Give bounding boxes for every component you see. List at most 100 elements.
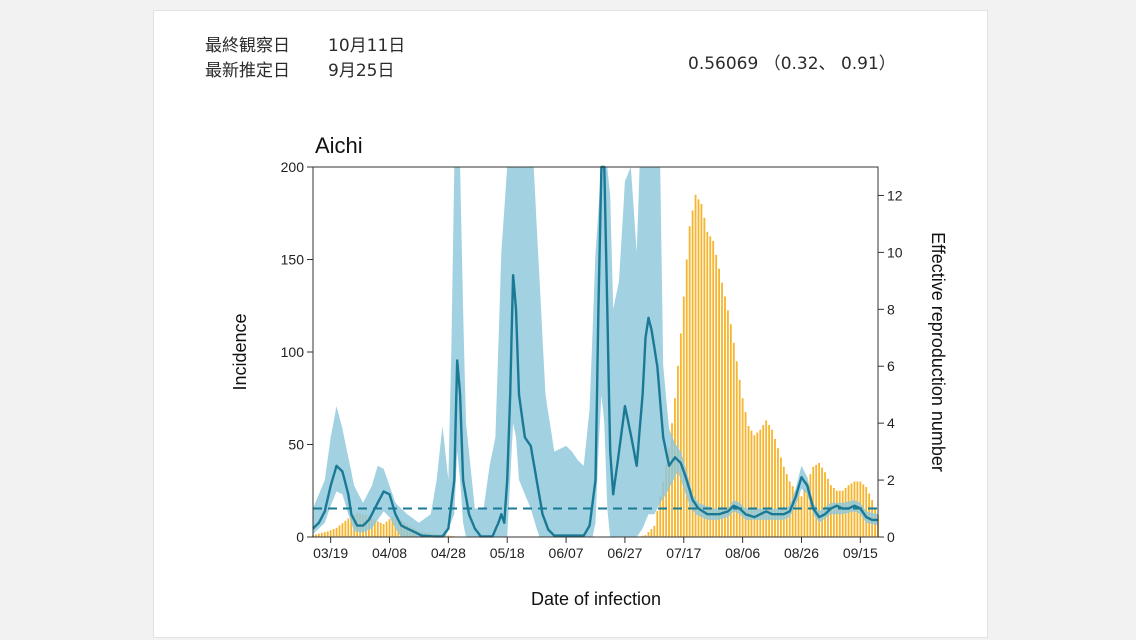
- incidence-bar: [332, 528, 335, 537]
- incidence-bar: [750, 430, 753, 537]
- incidence-bar: [691, 210, 694, 537]
- latest-estimate-label: 最新推定日: [205, 61, 290, 81]
- y-tick-label: 0: [296, 529, 304, 545]
- incidence-bar: [777, 448, 779, 537]
- y2-axis-title: Effective reproduction number: [928, 232, 948, 472]
- incidence-bar: [741, 398, 744, 537]
- incidence-bar: [815, 464, 818, 537]
- x-tick-label: 09/15: [843, 545, 878, 561]
- incidence-bar: [729, 324, 732, 537]
- incidence-bar: [644, 535, 647, 537]
- incidence-bar: [765, 420, 768, 537]
- incidence-bar: [315, 534, 317, 537]
- incidence-bar: [762, 425, 765, 537]
- incidence-bar: [824, 472, 826, 537]
- x-tick-label: 06/27: [607, 545, 642, 561]
- incidence-bar: [650, 528, 653, 537]
- incidence-bar: [688, 226, 691, 537]
- r-line: [312, 165, 878, 538]
- incidence-bar: [806, 481, 809, 537]
- incidence-bar: [391, 516, 394, 537]
- incidence-bar: [706, 231, 709, 537]
- incidence-bar: [753, 435, 756, 537]
- incidence-bar: [682, 296, 685, 537]
- incidence-bar: [329, 530, 332, 537]
- incidence-bar: [818, 463, 821, 537]
- last-observation-value: 10月11日: [328, 36, 406, 56]
- incidence-bar: [759, 429, 762, 537]
- incidence-bar: [679, 333, 682, 537]
- x-axis-ticks: 03/19 04/08 04/28 05/18 06/07 06/27 07/17 08/06…: [313, 537, 878, 561]
- x-tick-label: 06/07: [549, 545, 584, 561]
- incidence-bar: [656, 511, 659, 537]
- incidence-bar: [665, 464, 668, 537]
- incidence-bar: [320, 532, 323, 537]
- incidence-bar: [447, 535, 450, 537]
- r-line-group: [312, 165, 878, 538]
- y2-tick-label: 4: [887, 415, 895, 431]
- incidence-bar: [385, 521, 388, 537]
- y2-tick-label: 12: [887, 187, 903, 203]
- incidence-bar: [653, 525, 656, 537]
- incidence-bar: [797, 493, 800, 537]
- incidence-bar: [785, 474, 788, 537]
- incidence-bar: [703, 217, 706, 537]
- incidence-bar: [747, 426, 750, 537]
- incidence-bar: [809, 474, 812, 537]
- incidence-bar: [779, 457, 782, 537]
- incidence-bar: [735, 361, 738, 537]
- incidence-bar: [668, 448, 670, 537]
- incidence-bar: [724, 296, 726, 537]
- incidence-bar: [791, 486, 794, 537]
- latest-estimate-value: 9月25日: [328, 61, 395, 81]
- incidence-bar: [732, 342, 735, 537]
- incidence-bar: [647, 532, 650, 537]
- incidence-bar: [338, 525, 341, 537]
- x-tick-label: 05/18: [490, 545, 525, 561]
- incidence-bar: [350, 516, 353, 537]
- incidence-bar: [373, 520, 376, 537]
- incidence-bar: [744, 412, 747, 537]
- y2-tick-label: 0: [887, 529, 895, 545]
- incidence-bar: [388, 519, 391, 537]
- incidence-bar: [794, 490, 797, 537]
- y2-tick-label: 10: [887, 244, 903, 260]
- y-tick-label: 200: [281, 159, 305, 175]
- incidence-bar: [323, 532, 326, 537]
- incidence-bar: [659, 496, 662, 537]
- incidence-bar: [718, 268, 721, 537]
- r-estimate-text: 0.56069 （0.32、 0.91）: [688, 54, 896, 74]
- incidence-bar: [317, 533, 320, 537]
- incidence-bar: [450, 535, 453, 537]
- incidence-bar: [800, 496, 803, 537]
- y-tick-label: 150: [281, 252, 305, 268]
- incidence-bar: [344, 520, 347, 537]
- incidence-bar: [685, 259, 688, 537]
- incidence-bar: [341, 523, 344, 537]
- last-observation-row: 最終観察日 10月11日: [205, 34, 405, 59]
- incidence-bar: [812, 466, 815, 537]
- x-tick-label: 08/06: [725, 545, 760, 561]
- incidence-bar: [382, 524, 385, 537]
- x-tick-label: 04/08: [372, 545, 407, 561]
- incidence-bar: [768, 425, 771, 537]
- incidence-bar: [379, 522, 382, 537]
- latest-estimate-row: 最新推定日 9月25日: [205, 59, 405, 84]
- y2-tick-label: 8: [887, 301, 895, 317]
- incidence-bar: [335, 527, 338, 537]
- incidence-bar: [715, 254, 718, 537]
- incidence-bar: [697, 199, 700, 537]
- incidence-bar: [326, 531, 329, 537]
- y2-tick-label: 6: [887, 358, 895, 374]
- incidence-bar: [709, 236, 712, 537]
- incidence-bar: [721, 282, 723, 537]
- incidence-bar: [694, 194, 697, 537]
- incidence-bar: [771, 429, 773, 537]
- incidence-bar: [641, 535, 644, 537]
- incidence-bar: [376, 521, 379, 537]
- y-axis-title: Incidence: [230, 313, 250, 390]
- y2-axis-ticks: 0 2 4 6 8 10 12: [878, 187, 903, 545]
- x-tick-label: 03/19: [313, 545, 348, 561]
- incidence-bar: [756, 432, 759, 537]
